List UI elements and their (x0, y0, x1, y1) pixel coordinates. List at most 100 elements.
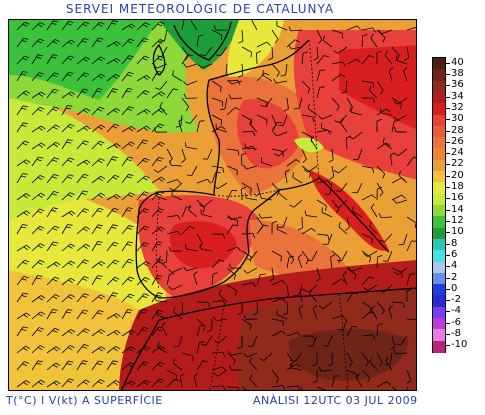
wind-barb-shaft (271, 280, 283, 286)
wind-barb-flag (243, 353, 248, 358)
wind-barb-shaft (286, 363, 297, 371)
wind-barb-flag (53, 20, 58, 23)
wind-barb-flag (249, 119, 253, 124)
wind-barb-flag (67, 105, 73, 107)
temperature-wind-map[interactable] (8, 19, 417, 391)
wind-barb-flag (66, 23, 72, 26)
wind-barb-flag (185, 121, 191, 124)
wind-barb-shaft (31, 54, 39, 65)
wind-barb-shaft (361, 334, 373, 337)
wind-barb-flag (82, 245, 88, 249)
legend-tick (446, 345, 450, 347)
wind-barb-shaft (91, 37, 99, 48)
wind-barb-flag (67, 176, 73, 179)
wind-barb-flag (158, 208, 164, 211)
wind-barb-shaft (291, 46, 303, 50)
coast-morocco-atlantic (121, 319, 160, 390)
wind-barb-flag (372, 97, 376, 103)
wind-barb-shaft (170, 164, 183, 167)
wind-barb-flag (85, 243, 91, 247)
wind-barb-shaft (316, 55, 325, 65)
wind-barb-flag (201, 343, 207, 346)
wind-barb-flag (325, 205, 327, 211)
wind-barb-flag (82, 295, 88, 298)
wind-barb-flag (23, 246, 29, 251)
wind-barb-flag (237, 246, 241, 252)
wind-barb-flag (54, 276, 60, 280)
wind-barb-flag (255, 193, 260, 197)
wind-barb-flag (219, 259, 225, 262)
wind-barb-flag (51, 244, 57, 246)
wind-barb-flag (69, 192, 75, 196)
france-red-core (237, 99, 299, 169)
wind-barbs (16, 20, 416, 390)
wind-barb-shaft (76, 159, 87, 167)
wind-barb-shaft (256, 274, 261, 286)
wind-barb-flag (355, 373, 360, 378)
wind-barb-flag (177, 179, 181, 184)
wind-barb-flag (81, 40, 87, 43)
wind-barb-flag (70, 328, 76, 333)
wind-barb-flag (68, 93, 73, 97)
wind-barb-flag (67, 296, 73, 300)
wind-barb-flag (368, 85, 372, 91)
wind-barb-flag (283, 108, 289, 112)
wind-barb-flag (334, 205, 340, 208)
wind-barb-shaft (16, 224, 23, 235)
legend-swatch (433, 171, 445, 184)
wind-barb-flag (126, 159, 132, 162)
wind-barb-flag (400, 103, 402, 109)
wind-barb-shaft (136, 22, 146, 31)
wind-barb-shaft (136, 55, 145, 65)
wind-barb-flag (189, 225, 195, 229)
wind-barb-shaft (406, 27, 416, 31)
wind-barb-flag (126, 90, 132, 93)
wind-barb-shaft (121, 88, 128, 99)
wind-barb-flag (178, 312, 183, 316)
wind-barb-flag (141, 363, 148, 366)
wind-barb-shaft (301, 386, 303, 390)
wind-barb-shaft (338, 199, 348, 208)
wind-barb-shaft (331, 315, 343, 320)
wind-barb-flag (142, 309, 148, 311)
wind-barb-flag (52, 278, 58, 282)
wind-barb-flag (55, 261, 61, 266)
wind-barb-shaft (351, 267, 363, 272)
wind-barb-flag (54, 294, 60, 298)
wind-barb-shaft (224, 97, 228, 109)
legend-tick (446, 277, 450, 279)
wind-barb-flag (142, 24, 148, 28)
canary-yellow (9, 270, 139, 390)
wind-barb-flag (67, 57, 73, 61)
wind-barb-shaft (367, 250, 378, 258)
wind-barb-shaft (211, 274, 214, 286)
wind-barb-flag (98, 262, 103, 267)
wind-barb-flag (96, 363, 102, 366)
wind-barb-flag (157, 143, 163, 147)
wind-barb-flag (213, 185, 218, 190)
wind-barb-flag (259, 358, 265, 361)
wind-barb-flag (52, 159, 58, 162)
wind-barb-flag (372, 82, 375, 88)
wind-barb-flag (219, 108, 226, 111)
wind-barb-shaft (91, 158, 101, 167)
wind-barb-shaft (388, 70, 393, 82)
wind-barb-flag (82, 330, 88, 334)
wind-barb-flag (282, 312, 288, 316)
wind-barb-shaft (76, 72, 85, 82)
wind-barb-flag (298, 305, 304, 309)
coast-britain (173, 21, 232, 61)
wind-barb-flag (68, 360, 74, 363)
wind-barb-flag (156, 329, 162, 332)
wind-barb-flag (188, 204, 191, 210)
wind-barb-shaft (179, 376, 183, 388)
wind-barb-shaft (151, 176, 162, 184)
wind-barb-shaft (391, 194, 402, 201)
wind-barb-flag (241, 186, 247, 190)
wind-barb-flag (297, 227, 303, 231)
wind-barb-flag (207, 302, 211, 308)
wind-barb-shaft (271, 29, 279, 40)
wind-barb-shaft (211, 80, 222, 88)
wind-barb-flag (52, 108, 58, 112)
wind-barb-shaft (395, 352, 408, 355)
